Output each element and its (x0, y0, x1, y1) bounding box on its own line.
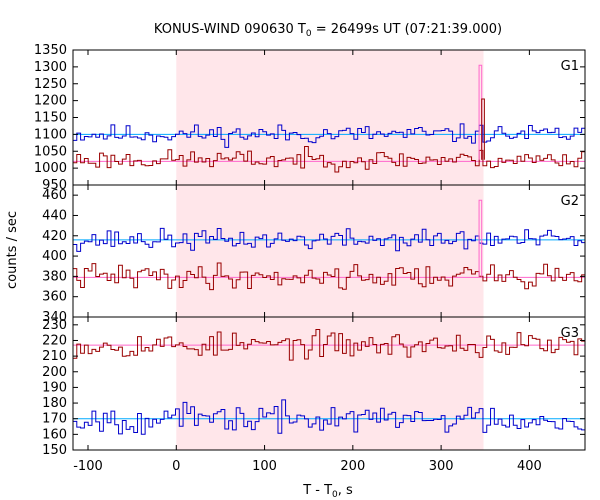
y-tick-label: 210 (42, 349, 67, 364)
y-tick-label: 230 (42, 318, 67, 333)
series-g3-1 (73, 399, 585, 435)
y-tick-label: 460 (42, 188, 67, 203)
x-tick-label: 0 (172, 459, 180, 474)
x-tick-label: 200 (340, 459, 365, 474)
y-tick-label: 1100 (34, 127, 67, 142)
series-g2-1 (73, 262, 585, 291)
highlight-interval (176, 50, 484, 450)
panel-frame-g3 (72, 316, 586, 451)
y-tick-label: 1000 (34, 161, 67, 176)
y-tick-label: 1250 (34, 77, 67, 92)
series-g1-1 (73, 146, 585, 173)
y-tick-label: 1050 (34, 144, 67, 159)
y-tick-label: 1300 (34, 60, 67, 75)
spike-g2-0 (478, 199, 483, 277)
x-tick-label: 400 (517, 459, 542, 474)
y-tick-label: 150 (42, 443, 67, 458)
series-g3-0 (73, 329, 585, 361)
y-tick-label: 160 (42, 427, 67, 442)
y-tick-label: 170 (42, 412, 67, 427)
band-label-g1: G1 (561, 59, 579, 74)
spike-g1-1 (481, 98, 485, 160)
y-tick-label: 220 (42, 333, 67, 348)
band-label-g3: G3 (561, 326, 579, 341)
y-tick-label: 380 (42, 269, 67, 284)
y-tick-label: 1350 (34, 43, 67, 58)
y-tick-label: 950 (42, 178, 67, 193)
chart-title: KONUS-WIND 090630 T0 = 26499s UT (07:21:… (154, 22, 502, 39)
x-tick-label: 100 (252, 459, 277, 474)
plot-layer: 95010001050110011501200125013001350G1340… (34, 43, 586, 474)
y-tick-label: 1150 (34, 111, 67, 126)
y-tick-label: 440 (42, 208, 67, 223)
x-tick-label: -100 (73, 459, 103, 474)
series-g2-0 (73, 227, 585, 252)
series-g1-0 (73, 123, 585, 148)
y-axis-label: counts / sec (5, 211, 20, 289)
y-tick-label: 420 (42, 229, 67, 244)
y-tick-label: 400 (42, 249, 67, 264)
y-tick-label: 180 (42, 396, 67, 411)
y-tick-label: 340 (42, 310, 67, 325)
band-label-g2: G2 (561, 194, 579, 209)
y-tick-label: 1200 (34, 94, 67, 109)
y-tick-label: 360 (42, 290, 67, 305)
y-tick-label: 190 (42, 380, 67, 395)
x-axis-label: T - T0, s (302, 483, 353, 500)
y-tick-label: 200 (42, 365, 67, 380)
x-tick-label: 300 (429, 459, 454, 474)
